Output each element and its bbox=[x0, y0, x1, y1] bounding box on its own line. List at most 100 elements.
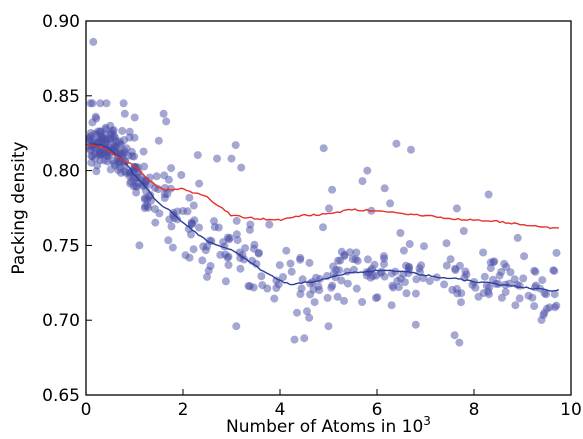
scatter-point bbox=[265, 220, 274, 229]
scatter-point bbox=[177, 171, 186, 179]
scatter-point bbox=[159, 109, 168, 118]
scatter-point bbox=[407, 145, 415, 154]
scatter-point bbox=[380, 184, 389, 193]
scatter-point bbox=[210, 223, 219, 231]
scatter-point bbox=[120, 109, 129, 118]
scatter-point bbox=[400, 278, 409, 287]
scatter-point bbox=[305, 313, 314, 322]
scatter-point bbox=[198, 256, 207, 265]
scatter-point bbox=[204, 266, 213, 275]
scatter-point bbox=[193, 151, 202, 160]
scatter-point bbox=[486, 264, 495, 273]
scatter-point bbox=[125, 127, 134, 136]
x-tick-label: 6 bbox=[372, 400, 383, 420]
scatter-point bbox=[442, 239, 451, 248]
scatter-point bbox=[189, 245, 198, 254]
scatter-point bbox=[233, 236, 242, 245]
scatter-point bbox=[227, 154, 236, 163]
scatter-point bbox=[337, 247, 346, 256]
scatter-point bbox=[199, 242, 208, 251]
scatter-point bbox=[457, 289, 466, 298]
scatter-point bbox=[411, 320, 420, 329]
scatter-point bbox=[325, 204, 333, 213]
scatter-point bbox=[352, 284, 361, 293]
scatter-point bbox=[232, 216, 241, 225]
scatter-point bbox=[231, 141, 240, 150]
scatter-points bbox=[85, 37, 561, 347]
y-tick-label: 0.70 bbox=[42, 311, 80, 331]
scatter-point bbox=[393, 276, 402, 285]
scatter-point bbox=[451, 264, 460, 273]
scatter-point bbox=[306, 279, 315, 288]
scatter-point bbox=[420, 242, 428, 251]
scatter-point bbox=[235, 248, 244, 257]
scatter-point bbox=[124, 151, 133, 160]
scatter-point bbox=[380, 260, 388, 269]
scatter-point bbox=[538, 276, 547, 285]
scatter-point bbox=[257, 272, 266, 281]
scatter-point bbox=[190, 216, 199, 225]
scatter-point bbox=[146, 191, 155, 200]
scatter-point bbox=[520, 252, 529, 261]
scatter-point bbox=[415, 264, 424, 273]
scatter-point bbox=[306, 290, 315, 299]
scatter-point bbox=[484, 190, 493, 199]
scatter-point bbox=[290, 335, 299, 344]
scatter-point bbox=[216, 250, 225, 259]
scatter-point bbox=[246, 220, 255, 229]
scatter-point bbox=[461, 267, 470, 276]
scatter-point bbox=[189, 201, 198, 210]
scatter-point bbox=[286, 259, 295, 268]
scatter-point bbox=[138, 176, 147, 185]
scatter-point bbox=[179, 207, 187, 215]
scatter-point bbox=[168, 243, 177, 252]
blue-trend-line bbox=[86, 143, 560, 292]
scatter-point bbox=[363, 166, 372, 175]
scatter-point bbox=[232, 322, 241, 331]
scatter-point bbox=[133, 163, 142, 172]
scatter-point bbox=[479, 289, 488, 297]
scatter-point bbox=[329, 262, 338, 271]
scatter-point bbox=[203, 272, 211, 281]
scatter-point bbox=[513, 233, 522, 242]
scatter-point bbox=[450, 331, 459, 340]
scatter-point bbox=[86, 132, 95, 141]
y-tick-label: 0.75 bbox=[42, 236, 80, 256]
scatter-point bbox=[86, 99, 95, 108]
scatter-point bbox=[98, 134, 106, 143]
scatter-point bbox=[500, 259, 509, 268]
red-trend-line bbox=[86, 143, 559, 230]
scatter-point bbox=[195, 223, 203, 232]
y-axis-ticks: 0.65 0.70 0.75 0.80 0.85 0.90 bbox=[42, 12, 92, 406]
scatter-point bbox=[319, 223, 327, 232]
scatter-point bbox=[489, 275, 497, 284]
scatter-point bbox=[115, 139, 124, 148]
scatter-point bbox=[181, 251, 190, 260]
scatter-point bbox=[412, 275, 421, 284]
scatter-point bbox=[319, 144, 328, 153]
scatter-point bbox=[446, 255, 455, 264]
scatter-point bbox=[358, 177, 367, 186]
scatter-point bbox=[164, 236, 173, 245]
scatter-point bbox=[411, 289, 420, 298]
scatter-point bbox=[323, 293, 332, 302]
scatter-point bbox=[146, 196, 155, 205]
scatter-point bbox=[167, 222, 176, 231]
scatter-point bbox=[442, 261, 451, 270]
scatter-point bbox=[402, 289, 411, 298]
scatter-point bbox=[241, 244, 250, 253]
scatter-point bbox=[167, 164, 176, 173]
scatter-point bbox=[425, 277, 434, 286]
scatter-point bbox=[297, 284, 306, 293]
y-tick-label: 0.90 bbox=[42, 12, 80, 32]
scatter-point bbox=[352, 248, 361, 257]
scatter-point bbox=[334, 256, 342, 265]
scatter-point bbox=[300, 334, 309, 343]
scatter-point bbox=[110, 159, 119, 168]
x-tick-label: 0 bbox=[81, 400, 92, 420]
scatter-point bbox=[151, 218, 160, 227]
scatter-point bbox=[102, 151, 111, 160]
scatter-point bbox=[303, 307, 311, 316]
scatter-point bbox=[139, 147, 148, 156]
scatter-point bbox=[163, 190, 172, 198]
